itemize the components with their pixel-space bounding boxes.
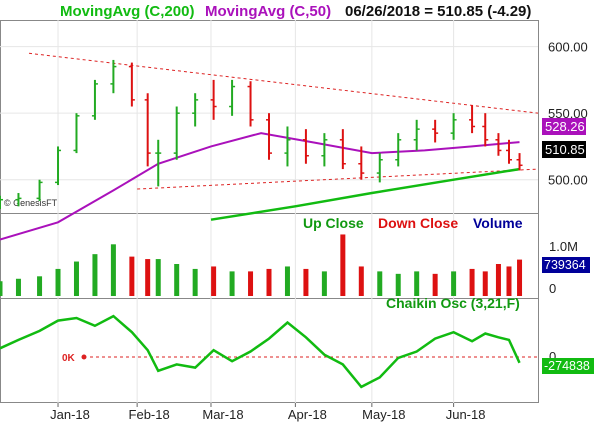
x-axis: Jan-18 Feb-18 Mar-18 Apr-18 May-18 Jun-18 [50, 403, 485, 422]
ma50-line [0, 132, 520, 241]
volume-bar [469, 268, 475, 296]
volume-axis-label: 1.0M [549, 239, 578, 254]
volume-bar [0, 281, 3, 296]
volume-bar [451, 271, 457, 296]
grid [0, 20, 539, 403]
osc-zero-marker: 0K [62, 353, 76, 364]
price-axis: 500.00 550.00 600.00 [548, 40, 588, 188]
volume-bar [495, 264, 501, 296]
price-bars [0, 59, 523, 210]
volume-bar [266, 268, 272, 296]
volume-bar [284, 266, 290, 296]
volume-last-tag-label: 739364 [544, 258, 586, 272]
volume-bars [0, 234, 523, 296]
volume-bar [73, 261, 79, 296]
osc-line [0, 314, 521, 389]
legend-down-close: Down Close [378, 215, 458, 231]
osc-zero-label: 0 [549, 349, 556, 364]
x-tick-label: May-18 [362, 407, 405, 422]
osc-panel-frame [0, 298, 539, 403]
volume-bar [432, 273, 438, 296]
last-price-tag: 510.85 [542, 141, 586, 158]
volume-bar [129, 256, 135, 296]
volume-bar [321, 271, 327, 296]
ma200-line [210, 167, 520, 221]
x-tick-label: Mar-18 [202, 407, 243, 422]
x-tick-label: Jan-18 [50, 407, 90, 422]
volume-bar [482, 271, 488, 296]
ma50-tag-label: 528.26 [545, 119, 585, 134]
ma50-legend: MovingAvg (C,50) [205, 3, 331, 20]
x-tick-label: Apr-18 [288, 407, 327, 422]
volume-bar [55, 268, 61, 296]
volume-bar [37, 276, 43, 296]
volume-bar [506, 266, 512, 296]
volume-bar [517, 259, 523, 296]
volume-last-tag: 739364 [542, 257, 590, 273]
volume-bar [229, 271, 235, 296]
volume-bar [211, 266, 217, 296]
volume-bar [15, 278, 21, 296]
last-price-tag-label: 510.85 [545, 142, 585, 157]
osc-zero-dot [81, 354, 87, 360]
osc-label: Chaikin Osc (3,21,F) [386, 295, 520, 311]
ma200-legend: MovingAvg (C,200) [60, 3, 194, 20]
trend-lines [28, 52, 539, 190]
ma50-tag: 528.26 [542, 118, 586, 135]
volume-bar [155, 259, 161, 296]
quote-header: 06/26/2018 = 510.85 (-4.29) [345, 3, 531, 20]
price-tick-label: 500.00 [548, 173, 588, 188]
volume-bar [377, 271, 383, 296]
volume-bar [340, 234, 346, 296]
trend-line [137, 168, 539, 190]
watermark: © GenesisFT [4, 198, 58, 208]
price-tick-label: 550.00 [548, 106, 588, 121]
volume-bar [110, 244, 116, 296]
volume-bar [174, 264, 180, 296]
x-tick-label: Feb-18 [129, 407, 170, 422]
volume-bar [414, 271, 420, 296]
osc-last-tag: -274838 [542, 358, 594, 374]
trend-line [28, 52, 539, 114]
volume-zero-label: 0 [549, 281, 556, 296]
volume-bar [395, 273, 401, 296]
volume-bar [358, 266, 364, 296]
osc-last-tag-label: -274838 [544, 359, 590, 373]
volume-bar [303, 268, 309, 296]
legend-volume: Volume [473, 215, 523, 231]
legend-up-close: Up Close [303, 215, 364, 231]
volume-bar [92, 254, 98, 296]
volume-bar [248, 271, 254, 296]
volume-bar [192, 268, 198, 296]
volume-bar [145, 259, 151, 296]
x-tick-label: Jun-18 [446, 407, 486, 422]
price-tick-label: 600.00 [548, 40, 588, 55]
